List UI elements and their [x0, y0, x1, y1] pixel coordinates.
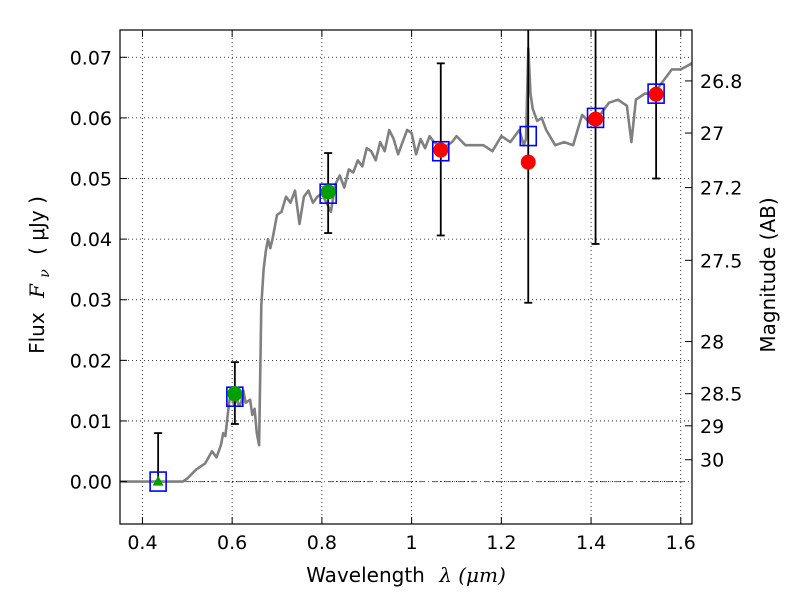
magnitude-tick-label: 30 — [700, 450, 724, 472]
error-bars — [154, 30, 661, 482]
magnitude-tick-label: 29 — [700, 416, 724, 438]
y-axis-title: Flux F ν ( μJy ) — [25, 196, 54, 354]
y-tick-label: 0.00 — [70, 472, 112, 494]
magnitude-label: Magnitude (AB) — [756, 197, 780, 352]
y-tick-label: 0.01 — [70, 411, 112, 433]
y-tick-label: 0.04 — [70, 229, 112, 251]
x-tick-label: 0.4 — [127, 532, 157, 554]
magnitude-tick-label: 27.2 — [700, 178, 742, 200]
y2-axis-title: Magnitude (AB) — [756, 197, 780, 352]
x-tick-label: 1.2 — [486, 532, 516, 554]
magnitude-tick-label: 28 — [700, 332, 724, 354]
magnitude-tick-label: 27.5 — [700, 250, 742, 272]
x-tick-label: 0.6 — [217, 532, 247, 554]
model-spectrum-line — [120, 46, 693, 483]
y-axis-unit: ( μJy ) — [25, 196, 49, 255]
model-band-square — [319, 183, 337, 204]
observed-flux-point — [588, 111, 604, 127]
model-band-square — [647, 83, 665, 104]
observed-flux-point — [227, 386, 243, 402]
grid — [120, 30, 692, 524]
model-band-square — [519, 125, 538, 147]
x-tick-label: 0.8 — [307, 532, 337, 554]
model-band-square — [431, 140, 450, 162]
observed-flux-point — [648, 86, 664, 102]
x-axis-title: Wavelength λ (μm) — [306, 563, 506, 587]
y-axis-math: F — [25, 283, 49, 299]
upper-limit-triangle — [152, 475, 164, 486]
y-tick-label: 0.06 — [70, 108, 112, 130]
observed-flux-point — [520, 154, 536, 170]
observed-flux-point — [320, 184, 336, 200]
x-axis-math: λ (μm) — [438, 563, 506, 587]
x-tick-label: 1.6 — [666, 532, 696, 554]
data-markers — [149, 83, 665, 492]
axis-ticks: 0.4 0.6 0.8 1 1.2 1.4 1.6 0.00 0.01 0.02 0.03 0.04 0… — [70, 30, 742, 554]
y-tick-label: 0.02 — [70, 350, 112, 372]
model-band-square — [586, 107, 605, 129]
y-tick-label: 0.07 — [70, 47, 112, 69]
y-axis-math-sub: ν — [37, 269, 53, 278]
y-tick-label: 0.03 — [70, 290, 112, 312]
x-tick-label: 1.4 — [576, 532, 606, 554]
observed-flux-point — [433, 142, 449, 158]
magnitude-tick-label: 28.5 — [700, 384, 742, 406]
y-axis-label: Flux — [25, 312, 49, 354]
y-tick-label: 0.05 — [70, 169, 112, 191]
model-band-square — [149, 471, 167, 492]
magnitude-tick-label: 26.8 — [700, 71, 742, 93]
x-axis-label: Wavelength — [306, 563, 425, 587]
magnitude-tick-label: 27 — [700, 123, 724, 145]
plot-frame — [119, 29, 693, 525]
x-tick-label: 1 — [406, 532, 418, 554]
